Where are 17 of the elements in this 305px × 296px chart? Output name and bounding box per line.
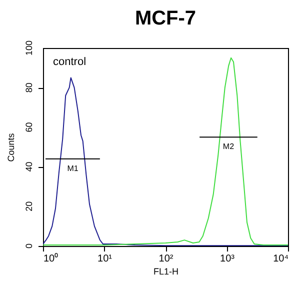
series-label: control: [53, 56, 86, 68]
x-tick-label: 10²: [158, 254, 174, 264]
y-tick-label: 100: [24, 40, 34, 56]
y-tick-label: 80: [24, 82, 34, 93]
annotation: M2: [222, 142, 235, 152]
y-tick-label: 20: [24, 201, 34, 212]
x-tick-label: 10⁰: [44, 252, 59, 264]
y-tick-label: 0: [24, 243, 34, 249]
chart-title: MCF-7: [134, 7, 196, 30]
y-tick-label: 40: [24, 162, 34, 172]
x-tick-label: 10¹: [98, 254, 113, 264]
x-axis-title: FL1-H: [153, 266, 179, 276]
x-tick-label: 10³: [220, 254, 236, 264]
y-tick-label: 60: [24, 122, 34, 132]
x-tick-label: 10⁴: [273, 254, 288, 264]
y-axis-title: Counts: [6, 132, 16, 162]
annotation: M1: [67, 164, 79, 173]
